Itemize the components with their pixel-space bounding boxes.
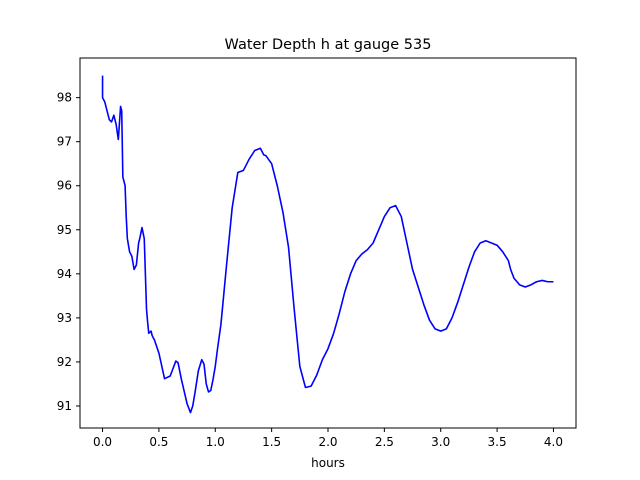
x-tick-label: 4.0 xyxy=(544,435,563,449)
x-tick-label: 1.0 xyxy=(206,435,225,449)
y-tick-label: 94 xyxy=(57,267,72,281)
y-tick-label: 93 xyxy=(57,311,72,325)
x-tick-label: 0.0 xyxy=(93,435,112,449)
y-tick-label: 98 xyxy=(57,91,72,105)
series-line xyxy=(101,75,554,414)
y-tick-label: 95 xyxy=(57,223,72,237)
x-tick-label: 2.0 xyxy=(318,435,337,449)
x-tick-label: 3.5 xyxy=(488,435,507,449)
x-axis: 0.0 0.5 1.0 1.5 2.0 2.5 3.0 3.5 4.0 xyxy=(93,428,563,449)
x-tick-label: 2.5 xyxy=(375,435,394,449)
x-tick-label: 1.5 xyxy=(262,435,281,449)
chart-title: Water Depth h at gauge 535 xyxy=(225,37,432,53)
x-tick-label: 0.5 xyxy=(149,435,168,449)
x-axis-label: hours xyxy=(311,456,345,470)
y-tick-label: 91 xyxy=(57,399,72,413)
y-tick-label: 96 xyxy=(57,179,72,193)
y-tick-label: 92 xyxy=(57,355,72,369)
y-axis: 91 92 93 94 95 96 97 98 xyxy=(57,91,80,413)
y-tick-label: 97 xyxy=(57,135,72,149)
x-tick-label: 3.0 xyxy=(431,435,450,449)
